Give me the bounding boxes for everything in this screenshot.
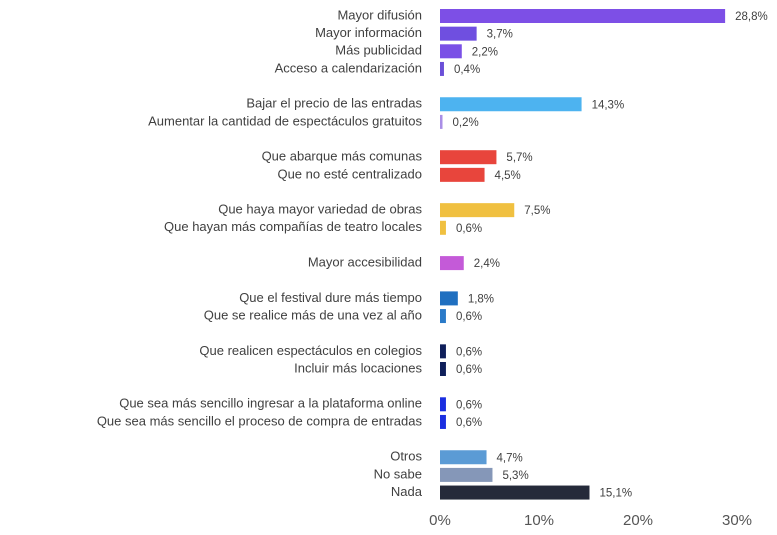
category-label: Que sea más sencillo ingresar a la plata… (119, 396, 422, 411)
value-label: 5,7% (506, 152, 532, 164)
x-tick-label: 30% (722, 512, 752, 529)
value-label: 28,8% (735, 11, 768, 23)
bar (440, 9, 726, 23)
category-label: Más publicidad (335, 43, 422, 58)
value-label: 0,6% (456, 399, 482, 411)
category-label: Nada (391, 484, 423, 499)
category-label: Que no esté centralizado (277, 166, 422, 181)
category-label: Que haya mayor variedad de obras (218, 202, 422, 217)
category-label: Incluir más locaciones (294, 360, 422, 375)
bar (440, 167, 485, 182)
value-label: 0,6% (456, 223, 482, 235)
value-label: 1,8% (468, 293, 494, 305)
bar (440, 309, 446, 324)
value-label: 0,6% (456, 417, 482, 429)
bar (440, 485, 590, 500)
bar (440, 61, 444, 76)
category-label: Que realicen espectáculos en colegios (199, 343, 422, 358)
value-label: 0,6% (456, 311, 482, 323)
category-label: Que el festival dure más tiempo (239, 290, 422, 305)
bar (440, 150, 497, 165)
bar (440, 450, 487, 465)
bar (440, 467, 493, 482)
value-label: 7,5% (524, 205, 550, 217)
bar (440, 203, 515, 218)
bar (440, 97, 582, 112)
value-label: 4,7% (497, 452, 523, 464)
category-label: No sabe (374, 466, 422, 481)
category-label: Que abarque más comunas (262, 149, 423, 164)
bar (440, 44, 462, 59)
bar (440, 220, 446, 235)
value-label: 2,4% (474, 258, 500, 270)
bar (440, 397, 446, 412)
bar (440, 362, 446, 376)
category-label: Bajar el precio de las entradas (246, 96, 422, 111)
category-label: Acceso a calendarización (275, 60, 422, 75)
category-label: Mayor información (315, 25, 422, 40)
x-tick-label: 0% (429, 512, 451, 529)
value-label: 0,6% (456, 346, 482, 358)
bar (440, 26, 477, 41)
x-tick-label: 10% (524, 512, 554, 529)
bar (440, 291, 458, 306)
bar (440, 256, 464, 271)
value-label: 2,2% (472, 46, 498, 58)
value-label: 0,4% (454, 64, 480, 76)
value-label: 15,1% (599, 488, 632, 500)
value-label: 14,3% (592, 99, 625, 111)
category-label: Que se realice más de una vez al año (204, 307, 422, 322)
category-label: Que hayan más compañías de teatro locale… (164, 219, 422, 234)
bar (440, 114, 443, 129)
x-tick-label: 20% (623, 512, 653, 529)
category-label: Mayor accesibilidad (308, 255, 422, 270)
category-label: Mayor difusión (337, 7, 422, 22)
value-label: 0,6% (456, 364, 482, 376)
value-label: 0,2% (453, 117, 479, 129)
category-label: Otros (390, 449, 422, 464)
value-label: 4,5% (495, 170, 521, 182)
category-label: Aumentar la cantidad de espectáculos gra… (148, 113, 422, 128)
bar (440, 344, 446, 359)
value-label: 3,7% (487, 29, 513, 41)
category-label: Que sea más sencillo el proceso de compr… (97, 413, 423, 428)
value-label: 5,3% (502, 470, 528, 482)
bar (440, 414, 446, 429)
